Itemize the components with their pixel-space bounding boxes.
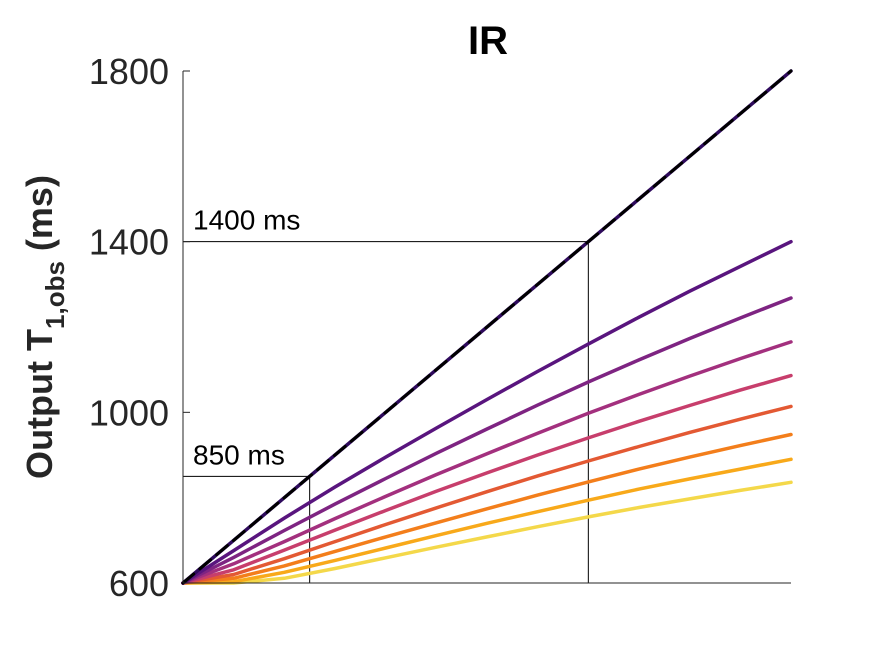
y-axis-label-subscript: 1,obs xyxy=(40,261,70,329)
series-line-7 xyxy=(181,432,793,585)
annotations: 850 ms 1400 ms xyxy=(193,205,300,471)
series-line-6 xyxy=(181,404,793,585)
annotation-label-1: 1400 ms xyxy=(193,205,300,236)
y-tick-label-1: 1000 xyxy=(89,392,169,433)
chart-title: IR xyxy=(468,19,508,63)
y-tick-label-3: 1800 xyxy=(89,51,169,92)
series-line-2 xyxy=(181,239,793,585)
axes xyxy=(182,70,791,584)
y-tick-label-0: 600 xyxy=(109,563,169,604)
series-line-9 xyxy=(181,480,793,585)
annotation-label-0: 850 ms xyxy=(193,439,285,470)
series-line-4 xyxy=(181,340,793,585)
y-axis-label-main: Output T xyxy=(19,329,60,479)
y-tick-label-2: 1400 xyxy=(89,222,169,263)
series-line-5 xyxy=(181,373,793,585)
y-axis-label: Output T1,obs (ms) xyxy=(19,175,70,479)
series-line-8 xyxy=(181,457,793,585)
y-tick-labels: 600 1000 1400 1800 xyxy=(89,51,169,604)
series-line-0 xyxy=(181,69,793,585)
y-axis-label-unit: (ms) xyxy=(19,175,60,261)
series-lines xyxy=(181,69,793,585)
series-line-3 xyxy=(181,296,793,585)
